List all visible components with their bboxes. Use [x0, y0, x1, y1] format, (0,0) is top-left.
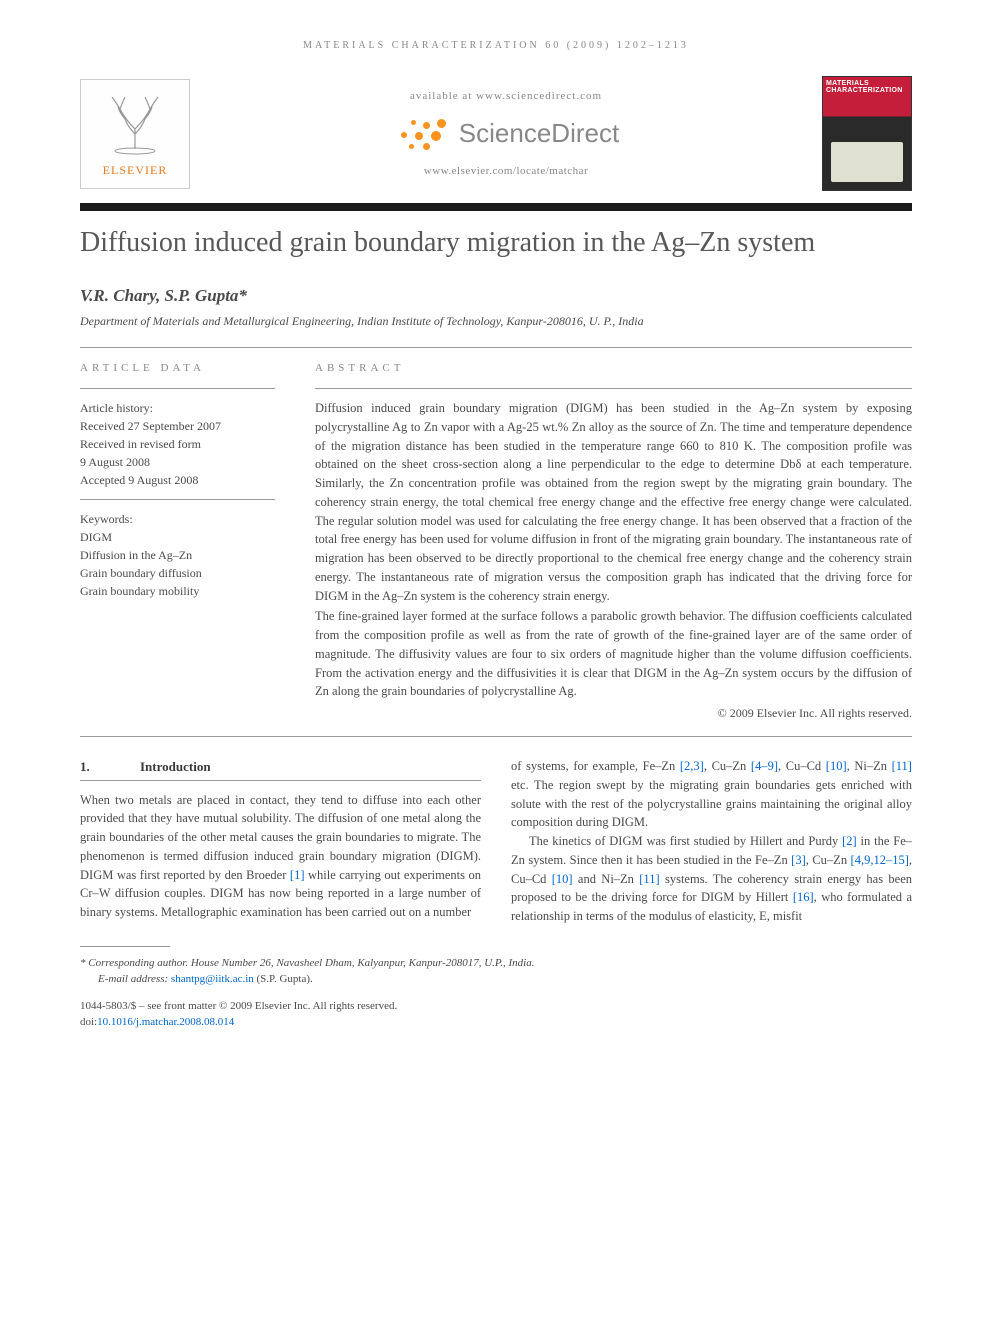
- journal-cover-image: [831, 142, 903, 182]
- citation-link[interactable]: [4,9,12–15]: [851, 853, 909, 867]
- locate-url: www.elsevier.com/locate/matchar: [190, 165, 822, 177]
- running-head: MATERIALS CHARACTERIZATION 60 (2009) 120…: [80, 40, 912, 51]
- doi-link[interactable]: 10.1016/j.matchar.2008.08.014: [97, 1016, 234, 1028]
- abstract-block: ABSTRACT Diffusion induced grain boundar…: [315, 362, 912, 722]
- revised-line2: 9 August 2008: [80, 453, 275, 471]
- divider: [80, 499, 275, 500]
- keywords-label: Keywords:: [80, 510, 275, 528]
- keyword: Grain boundary mobility: [80, 582, 275, 600]
- citation-link[interactable]: [11]: [892, 759, 912, 773]
- citation-link[interactable]: [10]: [826, 759, 847, 773]
- email-link[interactable]: shantpg@iitk.ac.in: [171, 973, 254, 985]
- keyword: Diffusion in the Ag–Zn: [80, 546, 275, 564]
- footnote-divider: [80, 946, 170, 947]
- citation-link[interactable]: [16]: [793, 890, 814, 904]
- abstract-p1: Diffusion induced grain boundary migrati…: [315, 399, 912, 605]
- corresponding-author: * Corresponding author. House Number 26,…: [80, 955, 912, 972]
- footnote-block: * Corresponding author. House Number 26,…: [80, 955, 912, 1031]
- body-paragraph: of systems, for example, Fe–Zn [2,3], Cu…: [511, 757, 912, 832]
- keyword: DIGM: [80, 528, 275, 546]
- metadata-abstract-row: ARTICLE DATA Article history: Received 2…: [80, 348, 912, 736]
- accepted-date: Accepted 9 August 2008: [80, 471, 275, 489]
- column-left: 1. Introduction When two metals are plac…: [80, 757, 481, 926]
- doi-line: doi:10.1016/j.matchar.2008.08.014: [80, 1014, 912, 1031]
- body-paragraph: When two metals are placed in contact, t…: [80, 791, 481, 922]
- elsevier-label: ELSEVIER: [103, 163, 168, 178]
- abstract-heading: ABSTRACT: [315, 362, 912, 374]
- received-date: Received 27 September 2007: [80, 417, 275, 435]
- available-at-text: available at www.sciencedirect.com: [190, 90, 822, 102]
- keyword: Grain boundary diffusion: [80, 564, 275, 582]
- authors: V.R. Chary, S.P. Gupta*: [80, 286, 912, 306]
- sciencedirect-dots-icon: [393, 116, 453, 151]
- divider: [315, 388, 912, 389]
- body-columns: 1. Introduction When two metals are plac…: [80, 757, 912, 926]
- article-data-heading: ARTICLE DATA: [80, 362, 275, 374]
- elsevier-logo-block: ELSEVIER: [80, 79, 190, 189]
- history-label: Article history:: [80, 399, 275, 417]
- journal-cover-title: MATERIALS CHARACTERIZATION: [826, 80, 908, 94]
- citation-link[interactable]: [11]: [639, 872, 659, 886]
- header-center: available at www.sciencedirect.com Scien…: [190, 90, 822, 177]
- section-number: 1.: [80, 757, 140, 777]
- abstract-p2: The fine-grained layer formed at the sur…: [315, 607, 912, 701]
- section-heading: 1. Introduction: [80, 757, 481, 781]
- abstract-text: Diffusion induced grain boundary migrati…: [315, 399, 912, 722]
- issn-line: 1044-5803/$ – see front matter © 2009 El…: [80, 998, 912, 1015]
- citation-link[interactable]: [10]: [552, 872, 573, 886]
- sciencedirect-text: ScienceDirect: [459, 118, 619, 149]
- citation-link[interactable]: [1]: [290, 868, 305, 882]
- column-right: of systems, for example, Fe–Zn [2,3], Cu…: [511, 757, 912, 926]
- article-data-block: ARTICLE DATA Article history: Received 2…: [80, 362, 275, 722]
- section-title: Introduction: [140, 757, 211, 777]
- revised-line1: Received in revised form: [80, 435, 275, 453]
- email-line: E-mail address: shantpg@iitk.ac.in (S.P.…: [80, 971, 912, 988]
- article-title: Diffusion induced grain boundary migrati…: [80, 225, 912, 260]
- sciencedirect-logo: ScienceDirect: [190, 116, 822, 151]
- affiliation: Department of Materials and Metallurgica…: [80, 314, 912, 329]
- elsevier-tree-icon: [100, 89, 170, 159]
- citation-link[interactable]: [2,3]: [680, 759, 704, 773]
- divider: [80, 736, 912, 737]
- body-paragraph: The kinetics of DIGM was first studied b…: [511, 832, 912, 926]
- black-divider-bar: [80, 203, 912, 211]
- divider: [80, 388, 275, 389]
- journal-cover: MATERIALS CHARACTERIZATION: [822, 76, 912, 191]
- header-row: ELSEVIER available at www.sciencedirect.…: [80, 76, 912, 191]
- citation-link[interactable]: [2]: [842, 834, 857, 848]
- citation-link[interactable]: [3]: [791, 853, 806, 867]
- citation-link[interactable]: [4–9]: [751, 759, 778, 773]
- copyright: © 2009 Elsevier Inc. All rights reserved…: [315, 704, 912, 722]
